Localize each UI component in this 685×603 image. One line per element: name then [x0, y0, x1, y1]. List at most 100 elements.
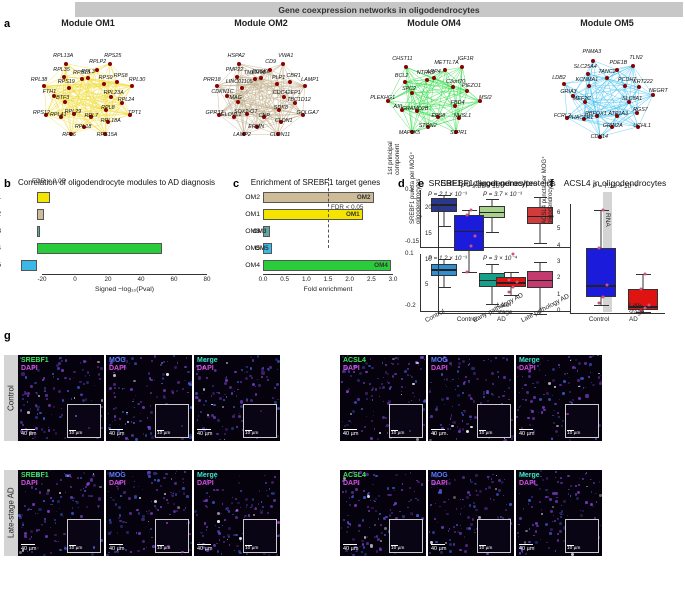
gene-label-ATP1A3: ATP1A3: [608, 111, 628, 117]
scalebar-10um: 10 µm: [391, 545, 404, 552]
gene-label-FCRL2: FCRL2: [554, 113, 571, 119]
inset-micrograph-merge: 10 µm: [565, 519, 599, 553]
panel-b-correlation-chart: Correlation of oligodendrocyte modules t…: [4, 178, 229, 328]
inset-micrograph-merge: 10 µm: [243, 404, 277, 438]
gene-node-RPL38: [42, 84, 46, 88]
gene-label-TPT1: TPT1: [128, 110, 141, 116]
micrograph-label-mog: MOG DAPI: [109, 472, 126, 489]
gene-label-LDB2: LDB2: [552, 75, 566, 81]
gene-label-CDKN1C: CDKN1C: [211, 89, 233, 95]
scalebar-10um: 10 µm: [69, 430, 82, 437]
micrograph-control-merge-0: Merge DAPI 40 µm 10 µm: [194, 355, 280, 441]
b-xtick-40: 40: [137, 276, 144, 283]
panel-c-axis: 0.0 0.5 1.0 1.5 2.0 2.5 3.0: [263, 274, 393, 286]
correlation-label-OM1: OM1: [0, 194, 1, 201]
panel-e-box-1: [496, 205, 526, 313]
panel-e-datapoint-1-1: [512, 286, 515, 289]
page-title: Gene coexpression networks in oligodendr…: [278, 5, 479, 15]
panel-f-datapoint-0-3: [598, 246, 601, 249]
micrograph-label-acsl4: ACSL4 DAPI: [343, 472, 366, 489]
panel-e-datapoint-1-3: [508, 278, 511, 281]
inset-micrograph-acsl4: 10 µm: [389, 519, 423, 553]
panel-f-datapoint-1-3: [640, 287, 643, 290]
gene-node-RPS18: [80, 77, 84, 81]
gene-node-PLP1: [275, 82, 279, 86]
fdr-threshold-label-b: FDR < 0.05: [32, 178, 65, 185]
correlation-bar-OM2: [37, 209, 44, 220]
gene-node-RPL35: [62, 75, 66, 79]
gene-label-TMEM98: TMEM98: [244, 70, 266, 76]
scalebar-40um: 40 µm: [21, 544, 36, 553]
b-xtick-20: 20: [104, 276, 111, 283]
gene-label-KCNMA1: KCNMA1: [576, 77, 598, 83]
micrograph-label-mog: MOG DAPI: [431, 472, 448, 489]
panel-e-srebf1-chart: SREBF1 in oligodendrocytes P = 9.87 × 10…: [418, 178, 548, 328]
gene-label-GOLGA7: GOLGA7: [297, 110, 319, 116]
gene-node-CD9: [268, 68, 272, 72]
micrograph-label-mog: MOG DAPI: [109, 357, 126, 374]
scalebar-10um: 10 µm: [567, 430, 580, 437]
panel-f-ytick-1: 1: [557, 292, 560, 298]
module-box-module-om4: Module OM4 LRP4 METTL7A IGF1R C3orf70 PIEZO1 M…: [350, 18, 518, 168]
panel-f-box-0: [586, 205, 616, 313]
fdr-threshold-label-c: FDR < 0.05: [331, 204, 363, 211]
d-axis-label: 1st principal component: [387, 113, 401, 175]
gene-label-SPC2: SPC2: [402, 86, 416, 92]
gene-label-VWA1: VWA1: [278, 53, 293, 59]
gene-node-CBR1: [288, 80, 292, 84]
gene-node-RPL3: [86, 76, 90, 80]
gene-label-NHSL1: NHSL1: [454, 113, 471, 119]
gene-label-LINC01105: LINC01105: [226, 79, 253, 85]
scalebar-10um: 10 µm: [157, 430, 170, 437]
correlation-row-OM5: OM5: [4, 257, 229, 274]
enrichment-label-OM4: OM4: [236, 262, 260, 269]
panel-f-xlabel-0: Control: [589, 316, 609, 323]
gene-label-LAMP1: LAMP1: [301, 77, 319, 83]
scalebar-40um: 40 µm: [519, 429, 534, 438]
gene-node-PIEZO1: [465, 89, 469, 93]
module-title-2: Module OM2: [177, 18, 345, 28]
panel-f-datapoint-0-0: [598, 302, 601, 305]
c-xtick-1: 1.0: [302, 276, 311, 283]
panel-g-rowlabel-control: Control: [4, 355, 18, 441]
d-ytick-Protein--0.2: -0.2: [405, 302, 416, 309]
gene-label-RGS7: RGS7: [633, 107, 648, 113]
gene-label-TLN2: TLN2: [629, 55, 642, 61]
panel-f-ytick-2: 2: [557, 275, 560, 281]
gene-label-MSI2: MSI2: [479, 95, 492, 101]
enrichment-label-OM1: OM1: [236, 211, 260, 218]
panel-g-grid-control-1: ACSL4 DAPI 40 µm 10 µm MOG DAPI 40 µm 10 µm Merg…: [340, 355, 604, 441]
gene-label-KRT222: KRT222: [633, 79, 653, 85]
gene-node-IGF1R: [460, 65, 464, 69]
panel-f-datapoint-0-2: [606, 284, 609, 287]
panel-f-ytick-3: 3: [557, 259, 560, 265]
gene-label-RPS8: RPS8: [114, 73, 128, 79]
panel-e-ytick-15: 15: [425, 231, 432, 237]
panel-g-grid-late-stage-ad-0: SREBF1 DAPI 40 µm 10 µm MOG DAPI 40 µm 10 µm Mer…: [18, 470, 282, 556]
gene-label-AXL: AXL: [394, 104, 404, 110]
scalebar-10um: 10 µm: [69, 545, 82, 552]
panel-e-datapoint-0-4: [470, 209, 473, 212]
gene-label-PNMA3: PNMA3: [583, 49, 602, 55]
gene-node-SLC25A4: [586, 72, 590, 76]
gene-label-PIEZO1: PIEZO1: [462, 83, 481, 89]
panel-e-datapoint-0-3: [466, 214, 469, 217]
correlation-label-OM2: OM2: [0, 211, 1, 218]
micrograph-late-stage-ad-merge-0: Merge DAPI 40 µm 10 µm: [194, 470, 280, 556]
correlation-row-OM4: OM4: [4, 240, 229, 257]
panel-c-enrichment-chart: Enrichment of SREBF1 target genes OM2 OM2…: [233, 178, 398, 328]
gene-label-HSPA2: HSPA2: [228, 53, 245, 59]
gene-node-RPLP2: [95, 68, 99, 72]
gene-label-RPL41: RPL41: [50, 112, 66, 118]
b-xtick-60: 60: [170, 276, 177, 283]
enrichment-label-OM3: OM3: [236, 228, 260, 235]
gene-node-LINC01105: [240, 86, 244, 90]
correlation-label-OM4: OM4: [0, 245, 1, 252]
inset-micrograph-mog: 10 µm: [155, 519, 189, 553]
gene-node-LRP4: [432, 76, 436, 80]
gene-label-NEGRT: NEGRT: [649, 88, 668, 94]
enrichment-label-OM2: OM2: [236, 194, 260, 201]
panel-f-plot-area: ACSL4 puncta per MOG⁺ oligodendrocytes 0…: [570, 204, 665, 314]
gene-label-RPL6: RPL6: [62, 132, 76, 138]
correlation-label-OM5: OM5: [0, 262, 1, 269]
